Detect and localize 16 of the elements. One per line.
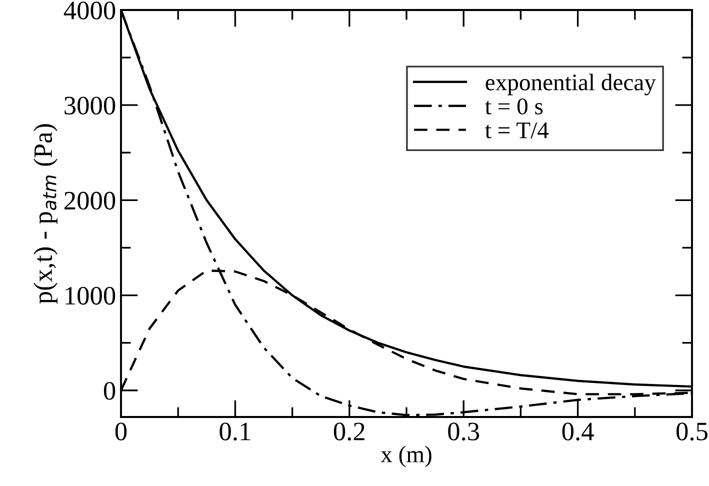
y-tick-label: 3000 (64, 96, 116, 115)
x-tick-label: 0.3 (448, 422, 480, 441)
y-tick-label: 0 (104, 382, 116, 400)
x-tick-label: 0.5 (676, 422, 708, 441)
y-tick-label: 4000 (64, 2, 116, 20)
x-tick-label: 0.1 (220, 422, 250, 441)
x-tick-label: 0 (115, 422, 127, 440)
x-tick-label: 0.4 (562, 422, 594, 441)
y-tick-label: 1000 (66, 286, 116, 305)
y-tick-label: 2000 (64, 192, 116, 210)
legend-label: t = 0 s (485, 98, 543, 114)
y-axis-title: p(x,t) - p$_{atm}$ (Pa) (34, 124, 58, 304)
x-axis-title: x (m) (380, 446, 432, 468)
legend-label: exponential decay (486, 74, 656, 96)
x-tick-label: 0.2 (334, 422, 364, 441)
legend-label: t = T/4 (485, 122, 549, 138)
